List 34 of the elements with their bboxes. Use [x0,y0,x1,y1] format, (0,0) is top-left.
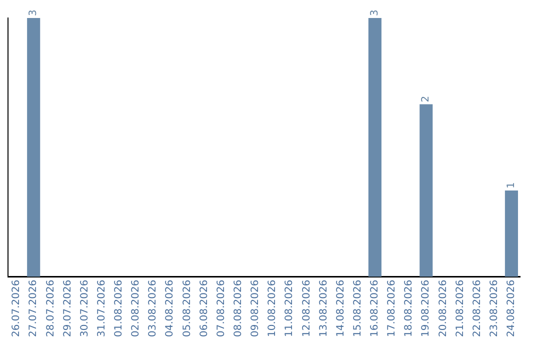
x-tick-label: 05.08.2026 [182,280,193,338]
x-tick-label: 24.08.2026 [506,280,518,338]
x-tick-label: 21.08.2026 [454,280,466,338]
x-tick-label: 31.07.2026 [96,280,108,338]
x-tick-label: 09.08.2026 [250,280,262,338]
data-label: 1 [506,182,518,188]
x-tick-label: 18.08.2026 [404,280,415,338]
x-tick-label: 08.08.2026 [232,280,244,338]
data-label: 3 [370,10,381,16]
x-tick-label: 07.08.2026 [216,280,227,338]
x-tick-label: 30.07.2026 [79,280,90,338]
x-tick-label: 11.08.2026 [284,280,296,338]
x-tick-label: 29.07.2026 [62,280,74,338]
x-tick-label: 03.08.2026 [148,280,159,338]
x-tick-label: 22.08.2026 [472,280,483,338]
x-tick-label: 04.08.2026 [164,280,176,338]
x-tick-label: 20.08.2026 [438,280,449,338]
x-tick-label: 19.08.2026 [420,280,432,338]
x-tick-label: 13.08.2026 [318,280,330,338]
x-tick-label: 15.08.2026 [352,280,364,338]
x-tick-label: 14.08.2026 [335,280,346,338]
x-tick-label: 10.08.2026 [267,280,278,338]
x-tick-label: 26.07.2026 [11,280,22,338]
x-tick-label: 23.08.2026 [488,280,500,338]
x-tick-label: 12.08.2026 [301,280,312,338]
x-tick-label: 27.07.2026 [28,280,40,338]
x-tick-label: 02.08.2026 [130,280,142,338]
x-tick-label: 28.07.2026 [45,280,56,338]
data-label: 3 [28,10,40,16]
x-tick-label: 16.08.2026 [370,280,381,338]
x-tick-label: 06.08.2026 [198,280,210,338]
x-tick-label: 01.08.2026 [114,280,125,338]
data-label: 2 [420,96,432,102]
x-tick-label: 17.08.2026 [386,280,398,338]
